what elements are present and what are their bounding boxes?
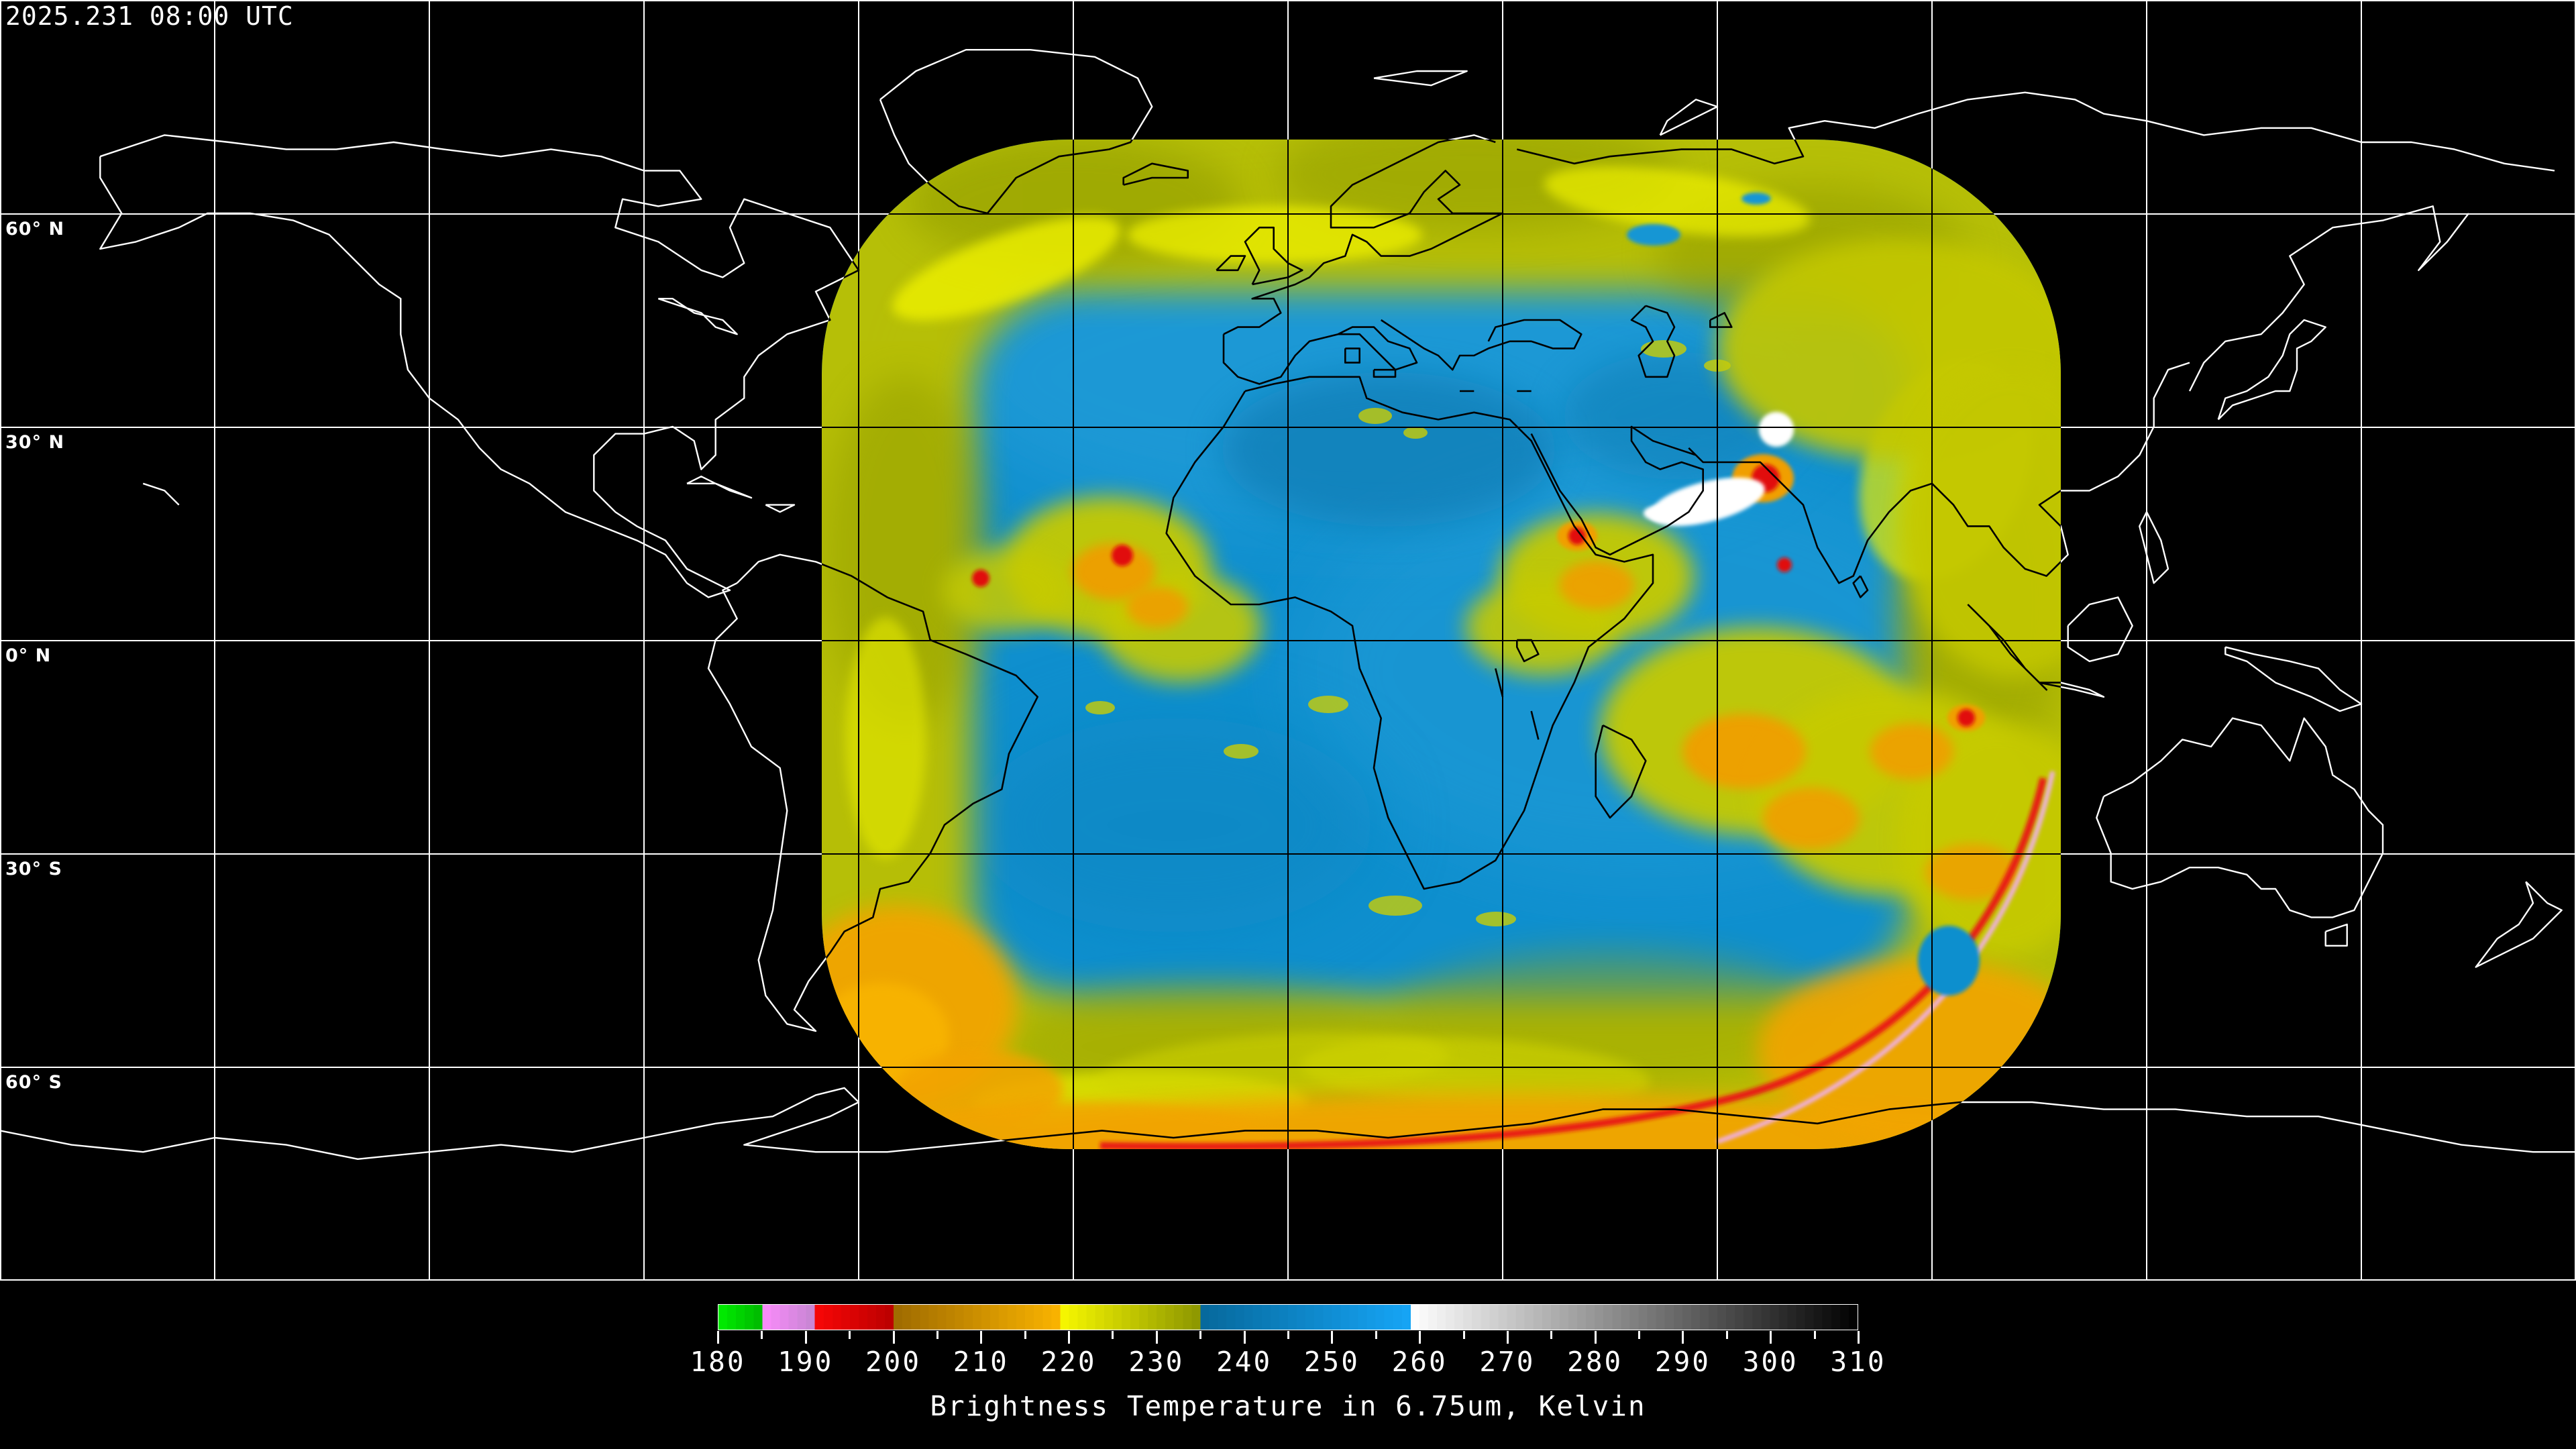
colorbar-tick [1419, 1331, 1421, 1344]
colorbar-tick [1462, 1331, 1465, 1339]
colorbar-tick-label: 290 [1654, 1346, 1711, 1378]
colorbar-tick [1594, 1331, 1597, 1344]
latitude-label: 30° S [5, 859, 62, 879]
latitude-label: 60° S [5, 1072, 62, 1093]
coastline-path [822, 140, 2061, 1149]
colorbar-tick [1112, 1331, 1114, 1339]
colorbar-tick-label: 300 [1742, 1346, 1799, 1378]
colorbar-tick-label: 240 [1216, 1346, 1273, 1378]
colorbar-tick [1725, 1331, 1728, 1339]
colorbar-tick [804, 1331, 807, 1344]
colorbar-tick [1813, 1331, 1816, 1339]
colorbar-tick-label: 210 [953, 1346, 1009, 1378]
colorbar-tick [717, 1331, 719, 1344]
colorbar-tick-label: 280 [1567, 1346, 1623, 1378]
colorbar-tick [1638, 1331, 1641, 1339]
colorbar-tick-label: 190 [777, 1346, 834, 1378]
colorbar-tick [1550, 1331, 1553, 1339]
colorbar-caption: Brightness Temperature in 6.75um, Kelvin [930, 1390, 1646, 1422]
colorbar-tick [1243, 1331, 1246, 1344]
colorbar-tick [849, 1331, 851, 1339]
colorbar-tick [980, 1331, 983, 1344]
coastlines-inside [822, 140, 2061, 1149]
colorbar: 180 190 200 210 220 230 240 250 260 270 280 290 300 3… [690, 1304, 1884, 1385]
colorbar-tick [1287, 1331, 1289, 1339]
colorbar-tick [936, 1331, 938, 1339]
colorbar-tick-label: 310 [1830, 1346, 1886, 1378]
colorbar-gradient [718, 1304, 1858, 1330]
latitude-label: 60° N [5, 219, 65, 239]
colorbar-tick-label: 200 [865, 1346, 922, 1378]
colorbar-tick-label: 250 [1303, 1346, 1360, 1378]
colorbar-tick-label: 220 [1040, 1346, 1097, 1378]
timestamp: 2025.231 08:00 UTC [5, 1, 294, 31]
colorbar-tick [1155, 1331, 1158, 1344]
colorbar-tick-label: 270 [1479, 1346, 1536, 1378]
colorbar-tick [761, 1331, 763, 1339]
colorbar-tick [1858, 1331, 1860, 1344]
colorbar-tick [1199, 1331, 1202, 1339]
colorbar-tick [1770, 1331, 1772, 1344]
latitude-label: 30° N [5, 432, 65, 453]
colorbar-tick [1375, 1331, 1377, 1339]
satellite-swath [822, 140, 2061, 1149]
colorbar-tick [1068, 1331, 1071, 1344]
colorbar-tick [892, 1331, 895, 1344]
colorbar-tick-label: 230 [1128, 1346, 1185, 1378]
colorbar-tick-label: 260 [1391, 1346, 1448, 1378]
colorbar-tick [1682, 1331, 1684, 1344]
colorbar-tick [1331, 1331, 1334, 1344]
latitude-label: 0° N [5, 645, 52, 666]
colorbar-tick-label: 180 [690, 1346, 746, 1378]
colorbar-tick [1506, 1331, 1509, 1344]
colorbar-tick [1024, 1331, 1026, 1339]
